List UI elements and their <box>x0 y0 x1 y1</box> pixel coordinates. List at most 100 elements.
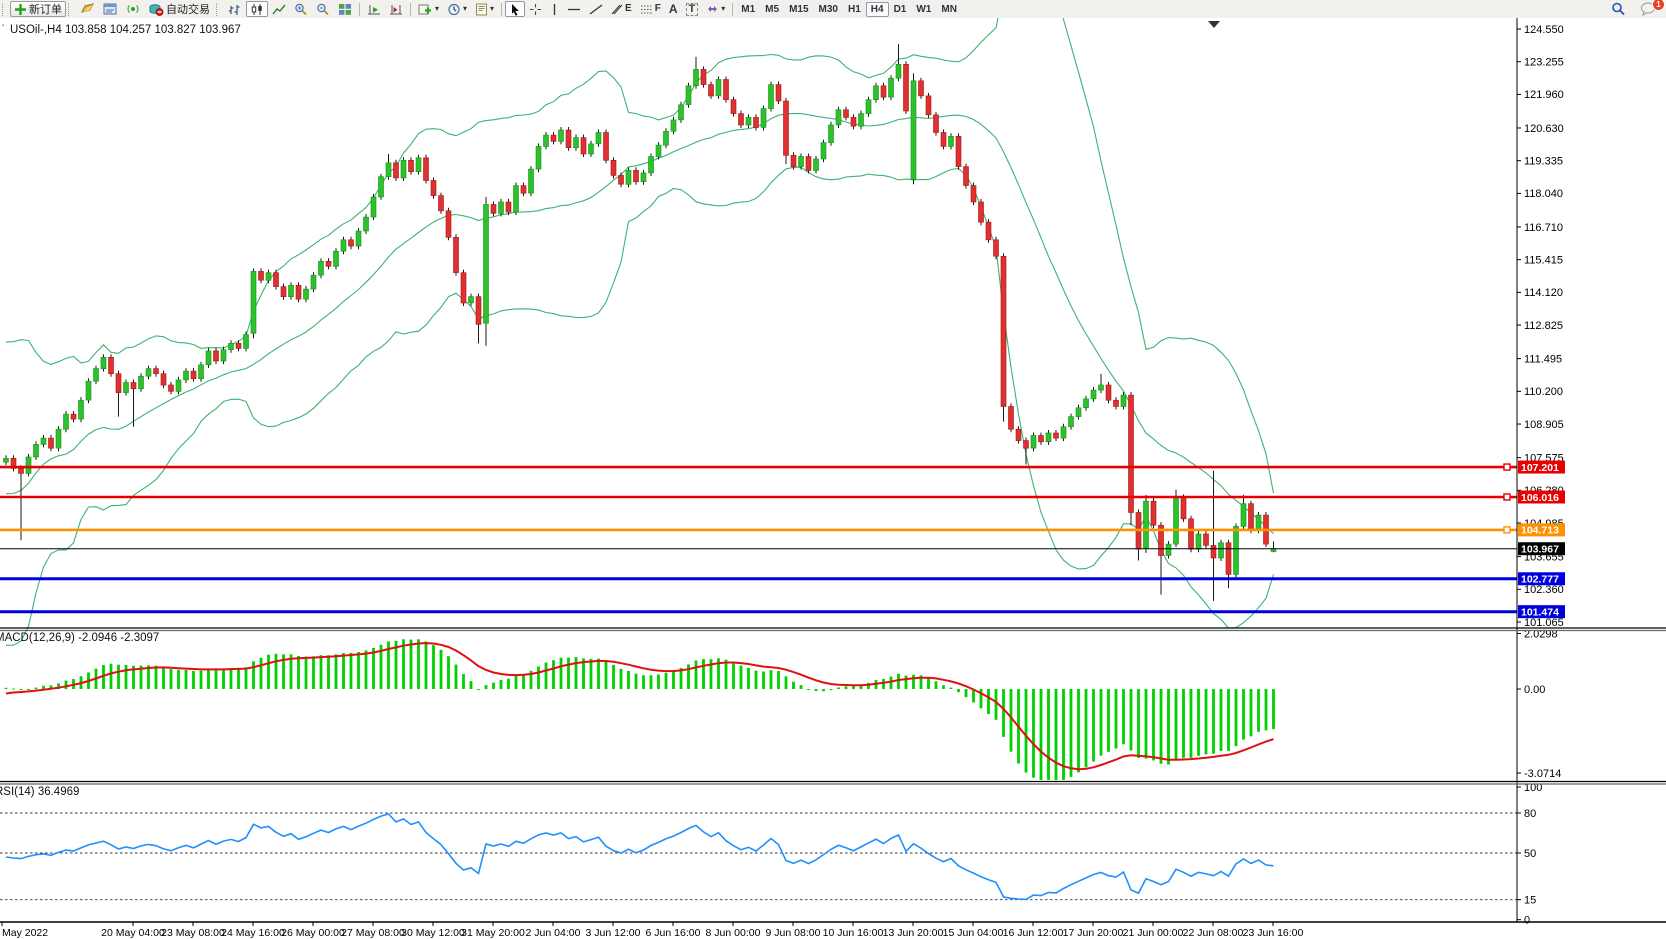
svg-text:-3.0714: -3.0714 <box>1524 768 1561 780</box>
timeframe-H4[interactable]: H4 <box>865 1 889 17</box>
time-label: 23 May 08:00 <box>161 927 225 939</box>
auto-trading-button[interactable]: 自动交易 <box>145 1 214 17</box>
bar-chart-button[interactable] <box>224 1 246 17</box>
svg-text:2.0298: 2.0298 <box>1524 628 1558 640</box>
search-button[interactable] <box>1607 1 1630 17</box>
auto-trading-label: 自动交易 <box>166 4 210 16</box>
tile-windows-icon <box>339 3 351 15</box>
svg-text:102.360: 102.360 <box>1524 584 1564 596</box>
new-order-button[interactable]: 新订单 <box>10 1 66 17</box>
zoom-in-button[interactable] <box>290 1 312 17</box>
line-handle[interactable] <box>1503 493 1511 501</box>
timeframe-H1[interactable]: H1 <box>842 1 866 17</box>
profiles-icon <box>81 2 94 13</box>
trendline-button[interactable] <box>585 1 607 17</box>
template-icon <box>476 3 488 15</box>
line-chart-icon <box>272 4 286 14</box>
clock-icon <box>448 3 460 15</box>
profiles-button[interactable] <box>76 1 99 17</box>
periods-button[interactable]: ▾ <box>443 1 471 17</box>
macd-axis[interactable]: 2.0298 0.00 -3.0714 <box>1517 628 1561 780</box>
fibonacci-glyph: F <box>654 3 661 14</box>
hline-104.713[interactable]: 104.713 <box>0 523 1565 537</box>
timeframe-M5[interactable]: M5 <box>760 1 785 17</box>
arrows-button[interactable]: ▾ <box>702 1 729 17</box>
current-price-line[interactable]: 103.967 <box>0 542 1565 556</box>
zoom-out-button[interactable] <box>312 1 334 17</box>
timeframe-W1[interactable]: W1 <box>911 1 937 17</box>
horizontal-line-icon <box>568 8 581 10</box>
timeframe-group: M1 M5 M15 M30 H1 H4 D1 W1 MN <box>736 1 962 17</box>
vertical-line-icon <box>553 3 556 15</box>
macd-label: MACD(12,26,9) -2.0946 -2.3097 <box>0 632 159 644</box>
text-label-button[interactable]: T <box>682 1 703 17</box>
svg-text:118.040: 118.040 <box>1524 188 1563 200</box>
indicators-button[interactable]: ▾ <box>414 1 443 17</box>
line-handle[interactable] <box>1503 526 1511 534</box>
auto-scroll-button[interactable] <box>363 1 385 17</box>
auto-scroll-icon <box>368 4 380 14</box>
time-label: 27 May 08:00 <box>341 927 405 939</box>
chart-shift-icon <box>390 4 402 14</box>
macd-indicator <box>4 639 1275 780</box>
hline-101.474[interactable]: 101.474 <box>0 605 1565 618</box>
svg-text:124.550: 124.550 <box>1524 24 1564 36</box>
fibonacci-button[interactable]: F <box>636 1 665 17</box>
crosshair-button[interactable] <box>525 1 546 17</box>
timeframe-MN[interactable]: MN <box>936 1 962 17</box>
time-label: 23 Jun 16:00 <box>1243 927 1304 939</box>
svg-text:0: 0 <box>1524 914 1530 926</box>
svg-text:100: 100 <box>1524 782 1542 794</box>
toolbar-right: 1 <box>1607 0 1666 17</box>
market-watch-icon <box>103 3 117 14</box>
cursor-button[interactable] <box>505 1 526 17</box>
svg-text:116.710: 116.710 <box>1524 222 1563 234</box>
chat-badge: 1 <box>1652 0 1665 11</box>
svg-text:▪: ▪ <box>2 23 4 29</box>
time-label: 21 Jun 00:00 <box>1123 927 1184 939</box>
rsi-label: RSI(14) 36.4969 <box>0 786 79 798</box>
hline-price-label: 106.016 <box>1521 492 1559 504</box>
timeframe-M1[interactable]: M1 <box>736 1 761 17</box>
hline-price-label: 103.967 <box>1521 544 1559 556</box>
timeframe-M30[interactable]: M30 <box>813 1 843 17</box>
tile-windows-button[interactable] <box>334 1 356 17</box>
trendline-icon <box>589 3 603 15</box>
plus-icon <box>15 3 26 15</box>
line-chart-button[interactable] <box>268 1 290 17</box>
channel-button[interactable]: E <box>607 1 636 17</box>
time-label: 8 Jun 00:00 <box>706 927 761 939</box>
svg-text:119.335: 119.335 <box>1524 155 1563 167</box>
zoom-in-icon <box>295 3 307 15</box>
market-watch-button[interactable] <box>99 1 122 17</box>
vertical-line-button[interactable] <box>546 1 563 17</box>
svg-text:15: 15 <box>1524 894 1536 906</box>
time-label: 31 May 20:00 <box>461 927 525 939</box>
time-label: 3 Jun 12:00 <box>586 927 641 939</box>
hline-106.016[interactable]: 106.016 <box>0 490 1565 504</box>
text-button[interactable]: A <box>665 1 682 17</box>
toolbar-grip <box>68 2 73 16</box>
toolbar-separator <box>501 2 503 16</box>
timeframe-M15[interactable]: M15 <box>784 1 814 17</box>
candlestick-chart-button[interactable] <box>246 1 268 17</box>
chat-button[interactable]: 1 <box>1636 0 1665 17</box>
new-order-label: 新订单 <box>29 4 62 16</box>
templates-button[interactable]: ▾ <box>471 1 498 17</box>
time-label: 6 Jun 16:00 <box>646 927 701 939</box>
line-handle[interactable] <box>1503 463 1511 471</box>
signals-button[interactable] <box>122 1 145 17</box>
hline-107.201[interactable]: 107.201 <box>0 460 1565 474</box>
hline-102.777[interactable]: 102.777 <box>0 572 1565 586</box>
chart-shift-button[interactable] <box>385 1 407 17</box>
horizontal-line-button[interactable] <box>563 1 585 17</box>
timeframe-D1[interactable]: D1 <box>888 1 912 17</box>
toolbar-separator <box>410 2 411 16</box>
time-label: 17 Jun 20:00 <box>1063 927 1124 939</box>
rsi-axis[interactable]: 100 80 50 15 0 <box>1517 782 1542 927</box>
chart-shift-marker[interactable] <box>1208 21 1220 28</box>
cursor-icon <box>512 3 520 16</box>
symbol-ohlc-label: USOil-,H4 103.858 104.257 103.827 103.96… <box>10 24 241 36</box>
rsi-indicator <box>0 812 1517 901</box>
